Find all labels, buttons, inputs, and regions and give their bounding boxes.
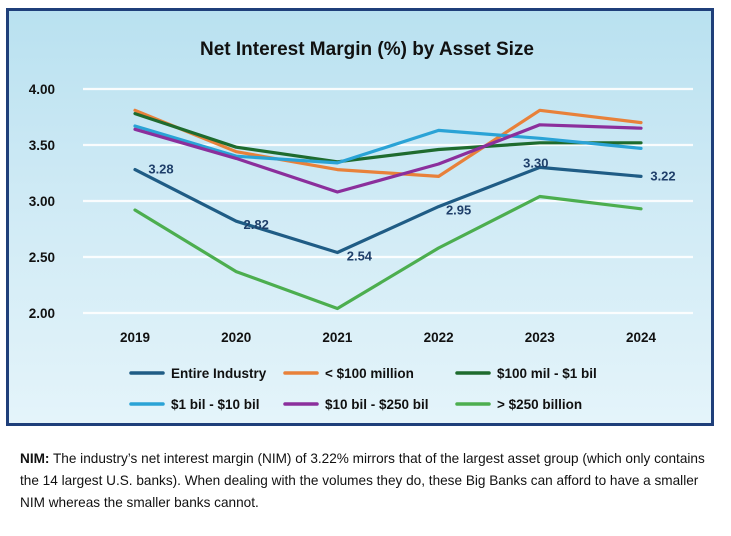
x-tick-label: 2021 — [322, 330, 353, 345]
series-layer — [133, 108, 643, 311]
series-line-1 — [133, 108, 643, 178]
chart-svg: Net Interest Margin (%) by Asset Size 2.… — [29, 39, 693, 412]
legend-label: < $100 million — [325, 366, 414, 381]
data-label: 3.28 — [148, 162, 173, 177]
chart-title: Net Interest Margin (%) by Asset Size — [200, 39, 534, 60]
caption-label: NIM: — [20, 451, 50, 466]
series-line-5 — [133, 194, 643, 311]
y-tick-label: 3.50 — [29, 138, 55, 153]
caption: NIM: The industry’s net interest margin … — [20, 448, 710, 514]
legend-label: > $250 billion — [497, 397, 582, 412]
y-axis-ticks: 2.00 2.50 3.00 3.50 4.00 — [29, 82, 55, 321]
x-tick-label: 2022 — [424, 330, 454, 345]
legend-label: Entire Industry — [171, 366, 267, 381]
legend-label: $100 mil - $1 bil — [497, 366, 597, 381]
x-tick-label: 2020 — [221, 330, 251, 345]
y-tick-label: 2.00 — [29, 306, 55, 321]
series-line-0 — [133, 165, 643, 255]
x-axis-ticks: 2019 2020 2021 2022 2023 2024 — [120, 330, 657, 345]
legend: Entire Industry < $100 million $100 mil - … — [129, 366, 597, 412]
y-tick-label: 2.50 — [29, 250, 55, 265]
y-tick-label: 3.00 — [29, 194, 55, 209]
series-line-4 — [133, 123, 643, 194]
series-line-2 — [133, 111, 643, 164]
data-label: 2.54 — [347, 249, 373, 264]
data-label: 3.22 — [650, 168, 675, 183]
x-tick-label: 2024 — [626, 330, 657, 345]
x-tick-label: 2019 — [120, 330, 150, 345]
data-labels: 3.28 2.82 2.54 2.95 3.30 3.22 — [148, 155, 675, 263]
data-label: 2.95 — [446, 203, 471, 218]
caption-text: The industry’s net interest margin (NIM)… — [20, 451, 705, 510]
series-line-3 — [133, 124, 643, 165]
data-label: 2.82 — [244, 217, 269, 232]
x-tick-label: 2023 — [525, 330, 556, 345]
data-label: 3.30 — [523, 155, 548, 170]
y-tick-label: 4.00 — [29, 82, 55, 97]
legend-label: $10 bil - $250 bil — [325, 397, 429, 412]
chart-frame: Net Interest Margin (%) by Asset Size 2.… — [6, 8, 714, 426]
legend-label: $1 bil - $10 bil — [171, 397, 260, 412]
